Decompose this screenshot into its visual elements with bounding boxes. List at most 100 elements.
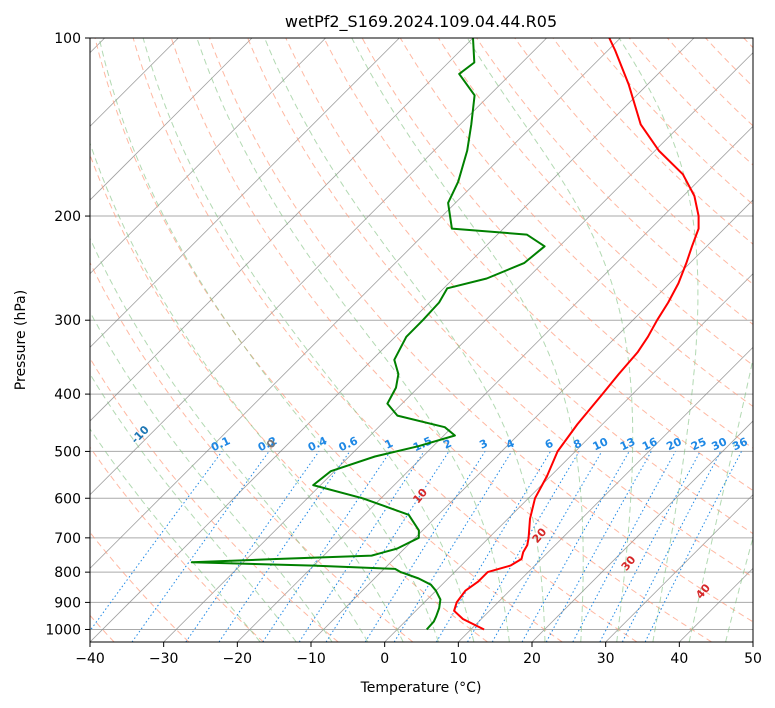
mixing-ratio-line xyxy=(90,451,223,632)
mixing-ratio-line xyxy=(218,451,351,642)
isotherm-line xyxy=(90,38,474,422)
x-axis-label: Temperature (°C) xyxy=(360,680,482,696)
y-tick-label: 400 xyxy=(54,387,81,403)
mixing-ratio-label: 20 xyxy=(664,435,684,453)
mixing-ratio-line xyxy=(644,451,742,642)
isotherm-line xyxy=(90,38,695,642)
mixing-ratio-line xyxy=(545,451,652,642)
x-tick-label: 30 xyxy=(597,651,615,667)
y-tick-label: 500 xyxy=(54,444,81,460)
dry-adiabat-line xyxy=(94,38,563,642)
dry-adiabat-line xyxy=(361,38,753,449)
mixing-ratio-line xyxy=(298,451,425,642)
line-labels: 0.10.20.40.611.52346810131620253036-100-… xyxy=(129,423,750,602)
dry-adiabat-line xyxy=(628,38,753,166)
dry-adiabat-line xyxy=(90,261,414,642)
moist-adiabat-line xyxy=(90,237,369,642)
moist-adiabat-line xyxy=(618,38,699,642)
mixing-ratio-label: 30 xyxy=(710,435,730,453)
x-tick-label: 10 xyxy=(449,651,467,667)
y-tick-label: 300 xyxy=(54,313,81,329)
dry-adiabat-line xyxy=(437,38,753,366)
mixing-ratio-label: 13 xyxy=(618,435,637,453)
x-tick-label: 20 xyxy=(523,651,541,667)
mixing-ratio-line xyxy=(262,451,391,642)
x-tick-label: −40 xyxy=(75,651,105,667)
isotherm-line xyxy=(90,38,400,348)
mixing-ratio-line xyxy=(364,451,486,642)
dry-adiabat-line xyxy=(705,38,753,88)
moist-adiabat-label: 10 xyxy=(410,486,430,506)
dry-adiabat-line xyxy=(590,38,753,206)
isotherm-line xyxy=(90,38,621,569)
mixing-ratio-line xyxy=(185,451,320,642)
mixing-ratio-label: 3 xyxy=(477,437,489,452)
chart-title: wetPf2_S169.2024.109.04.44.R05 xyxy=(285,12,557,32)
isotherm-line xyxy=(90,38,326,275)
mixing-ratio-line xyxy=(621,451,722,642)
x-tick-label: 0 xyxy=(380,651,389,667)
y-tick-label: 1000 xyxy=(45,622,81,638)
mixing-ratio-line xyxy=(393,451,513,642)
mixing-ratio-label: 10 xyxy=(591,435,611,453)
moist-adiabat-line xyxy=(90,373,297,642)
moist-adiabat-line xyxy=(98,38,439,642)
mixing-ratio-line xyxy=(572,451,676,642)
moist-adiabat-line xyxy=(90,311,333,642)
moist-adiabat-label: 30 xyxy=(619,553,639,573)
mixing-ratio-label: 36 xyxy=(730,435,750,453)
mixing-ratio-line xyxy=(435,451,552,642)
isotherm-line xyxy=(90,38,253,201)
isotherm-line xyxy=(679,567,753,642)
dewpoint-line xyxy=(190,38,546,631)
moist-adiabat-line xyxy=(90,141,404,642)
mixing-ratio-label: 16 xyxy=(640,435,660,453)
dry-adiabat-line xyxy=(476,38,753,326)
mixing-ratio-line xyxy=(599,451,701,642)
dry-adiabat-line xyxy=(170,38,712,642)
mixing-ratio-line xyxy=(521,451,630,642)
isotherm-line xyxy=(90,38,547,496)
dry-adiabat-line xyxy=(90,446,264,642)
dry-adiabat-label: -10 xyxy=(129,423,152,446)
dry-adiabat-line xyxy=(552,38,753,245)
plot-frame xyxy=(89,37,754,643)
y-tick-label: 800 xyxy=(54,565,81,581)
dry-adiabat-line xyxy=(247,38,753,578)
moist-adiabat-line xyxy=(688,356,753,642)
mixing-ratio-label: 25 xyxy=(689,435,708,453)
x-tick-label: −20 xyxy=(223,651,253,667)
temperature-line xyxy=(453,38,700,631)
dry-adiabat-line xyxy=(132,38,638,642)
mixing-ratio-label: 4 xyxy=(504,437,517,452)
isotherm-line xyxy=(752,641,753,642)
moist-adiabat-line xyxy=(264,38,546,642)
mixing-ratio-label: 6 xyxy=(543,437,556,452)
isotherm-line xyxy=(163,52,753,642)
isotherm-line xyxy=(605,494,753,642)
y-tick-label: 200 xyxy=(54,209,81,225)
background-lines xyxy=(90,38,753,642)
dry-adiabat-line xyxy=(90,153,488,642)
moist-adiabat-line xyxy=(725,535,753,642)
dry-adiabat-line xyxy=(743,38,753,49)
moist-adiabat-line xyxy=(142,38,475,642)
isotherm-line xyxy=(531,420,753,642)
dry-adiabat-line xyxy=(90,357,339,642)
isotherm-line xyxy=(458,346,753,642)
dry-adiabat-line xyxy=(399,38,753,408)
moist-adiabat-line xyxy=(351,38,584,642)
axes: −40 −30 −20 −10 0 10 20 30 40 50 100 200 300 400 500 60… xyxy=(45,31,762,667)
y-axis-label: Pressure (hPa) xyxy=(13,290,29,390)
moist-adiabat-line xyxy=(196,38,510,642)
mixing-ratio-line xyxy=(131,451,270,642)
isotherm-line xyxy=(384,273,753,642)
isotherm-line xyxy=(237,125,753,642)
dry-adiabat-line xyxy=(285,38,753,535)
x-tick-label: −30 xyxy=(149,651,179,667)
x-tick-label: −10 xyxy=(296,651,326,667)
y-tick-label: 100 xyxy=(54,31,81,47)
moist-adiabat-line xyxy=(90,427,261,642)
y-tick-label: 900 xyxy=(54,595,81,611)
